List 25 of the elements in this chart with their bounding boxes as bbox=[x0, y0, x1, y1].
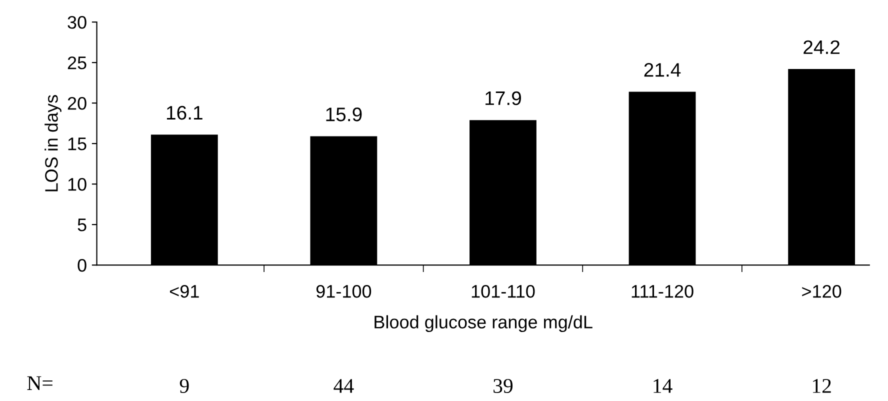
x-tick-label: 91-100 bbox=[316, 284, 372, 298]
data-label: 17.9 bbox=[486, 91, 521, 106]
y-tick-label: 5 bbox=[78, 218, 86, 232]
y-tick-label: 0 bbox=[78, 258, 86, 272]
y-tick-label: 15 bbox=[68, 138, 86, 150]
text: 39 bbox=[494, 378, 513, 393]
y-tick-label: 30 bbox=[68, 16, 86, 29]
data-label: 21.4 bbox=[644, 62, 681, 77]
text: 9 bbox=[180, 378, 189, 393]
x-tick-label: <91 bbox=[170, 284, 199, 298]
y-tick-label: 20 bbox=[68, 96, 86, 110]
x-tick-label: 111-120 bbox=[632, 284, 694, 298]
data-label: 24.2 bbox=[804, 40, 840, 54]
text: 44 bbox=[334, 379, 354, 393]
text: N= bbox=[27, 376, 52, 390]
y-axis-title: LOS in days bbox=[44, 95, 62, 192]
x-tick-label: 101-110 bbox=[472, 284, 535, 298]
text: 12 bbox=[812, 378, 831, 393]
x-axis-title: Blood glucose range mg/dL bbox=[374, 315, 592, 332]
data-label: 15.9 bbox=[326, 108, 362, 122]
y-tick-label: 25 bbox=[68, 56, 86, 70]
data-label: 16.1 bbox=[166, 106, 202, 120]
x-tick-label: >120 bbox=[802, 284, 842, 298]
y-tick-label: 10 bbox=[68, 178, 86, 191]
text: 14 bbox=[654, 379, 672, 393]
